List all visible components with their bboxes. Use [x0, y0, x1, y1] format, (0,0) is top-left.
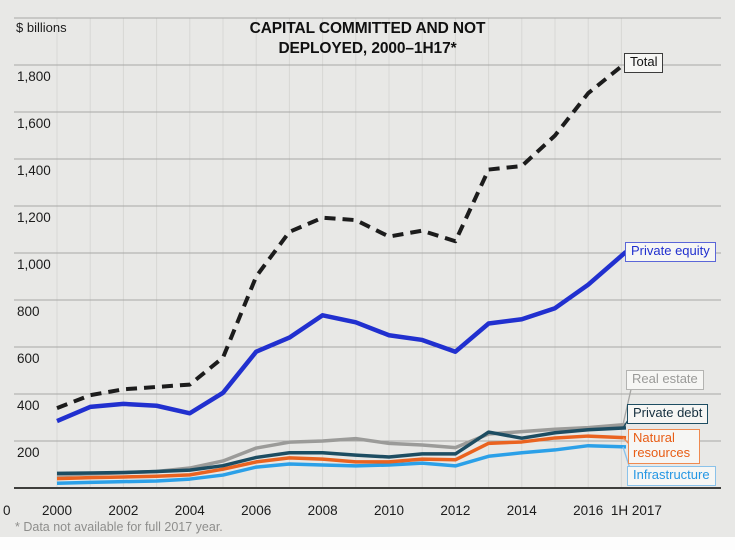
chart-title-line1: CAPITAL COMMITTED AND NOT — [249, 20, 486, 37]
series-label-total: Total — [624, 53, 664, 73]
x-tick-label: 2000 — [42, 503, 72, 518]
y-axis-unit-label: $ billions — [16, 20, 67, 35]
y-tick-label: 400 — [17, 398, 40, 413]
series-label-private-equity: Private equity — [625, 242, 716, 262]
x-tick-label: 2010 — [374, 503, 404, 518]
x-tick-label: 2016 — [573, 503, 603, 518]
series-line-total — [56, 61, 628, 410]
series-label-infrastructure: Infrastructure — [627, 466, 716, 486]
y-tick-label: 600 — [17, 351, 40, 366]
x-tick-label: 2006 — [241, 503, 271, 518]
y-tick-label: 200 — [17, 445, 40, 460]
y-tick-label: 1,600 — [17, 116, 51, 131]
x-tick-label: 2008 — [308, 503, 338, 518]
y-tick-label: 0 — [3, 503, 11, 518]
x-tick-label: 1H 2017 — [611, 503, 662, 518]
series-line-private-equity — [56, 250, 628, 424]
series-label-natural-resources: Natural resources — [628, 429, 700, 464]
x-tick-label: 2014 — [507, 503, 538, 518]
chart-title-line2: DEPLOYED, 2000–1H17* — [278, 39, 457, 57]
footnote: * Data not available for full 2017 year. — [15, 520, 223, 534]
series-label-real-estate: Real estate — [626, 370, 704, 390]
y-tick-label: 1,800 — [17, 69, 51, 84]
series-label-private-debt: Private debt — [627, 404, 709, 424]
x-tick-label: 2004 — [175, 503, 206, 518]
bottom-strip — [0, 537, 735, 550]
chart-title: CAPITAL COMMITTED AND NOT DEPLOYED, 2000… — [0, 19, 735, 59]
y-tick-label: 800 — [17, 304, 40, 319]
y-tick-label: 1,400 — [17, 163, 51, 178]
x-tick-label: 2012 — [440, 503, 470, 518]
y-tick-label: 1,000 — [17, 257, 51, 272]
y-tick-label: 1,200 — [17, 210, 51, 225]
series-line-private-debt — [56, 426, 627, 476]
series-line-natural-resources — [56, 434, 627, 481]
series-line-infrastructure — [56, 443, 627, 486]
x-tick-label: 2002 — [108, 503, 138, 518]
